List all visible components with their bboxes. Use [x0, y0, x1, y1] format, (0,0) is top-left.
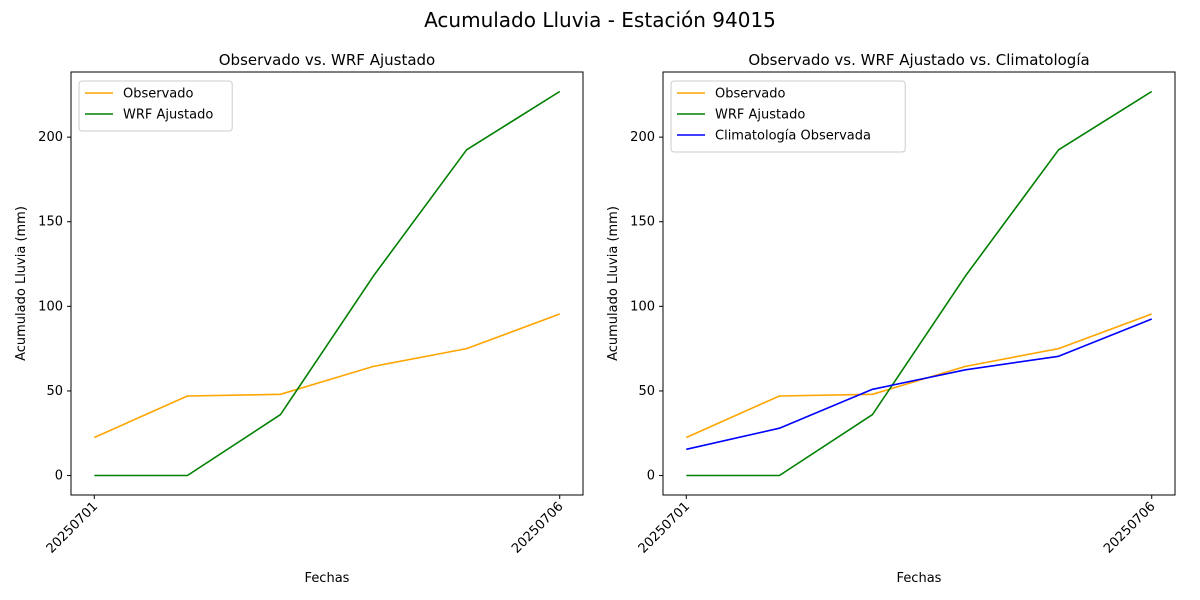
chart2-series-line-wrf-ajustado — [686, 90, 1153, 477]
chart2-ytick-label: 200 — [630, 130, 655, 145]
chart2-legend-label: Observado — [715, 87, 786, 102]
chart1-ytick-label: 200 — [38, 130, 63, 145]
chart1-ytick-label: 100 — [38, 299, 63, 314]
chart2-ytick-label: 0 — [647, 469, 655, 484]
chart1-ylabel: Acumulado Lluvia (mm) — [14, 206, 29, 361]
chart2-ytick-label: 150 — [630, 215, 655, 230]
chart1-axes-frame — [70, 71, 584, 496]
chart2-ytick-label: 50 — [638, 384, 655, 399]
chart2-series-line-observado — [685, 313, 1152, 439]
chart2-axes-frame — [662, 71, 1176, 496]
chart2-xlabel: Fechas — [897, 571, 942, 586]
chart1-series-line-observado — [93, 313, 560, 439]
chart2-legend-label: WRF Ajustado — [715, 108, 805, 123]
chart2-xtick-label: 20250701 — [636, 499, 693, 556]
chart2-legend-box — [670, 80, 906, 153]
chart2-series-line-climatolog-a-observada — [686, 318, 1152, 451]
chart1-series-line-wrf-ajustado — [94, 90, 561, 477]
chart1-ytick-label: 0 — [55, 469, 63, 484]
chart1-ytick-label: 50 — [46, 384, 63, 399]
chart1-legend-label: Observado — [123, 87, 194, 102]
chart2-ylabel: Acumulado Lluvia (mm) — [606, 206, 621, 361]
chart2-title: Observado vs. WRF Ajustado vs. Climatolo… — [748, 51, 1089, 69]
chart2-ytick-label: 100 — [630, 299, 655, 314]
chart1-legend-box — [78, 80, 233, 132]
chart1-title: Observado vs. WRF Ajustado — [219, 51, 435, 69]
figure-suptitle: Acumulado Lluvia - Estación 94015 — [424, 8, 776, 32]
chart1-xtick-label: 20250701 — [44, 499, 101, 556]
chart1-xtick-label: 20250706 — [509, 499, 566, 556]
chart1-legend-label: WRF Ajustado — [123, 108, 213, 123]
chart2-xtick-label: 20250706 — [1101, 499, 1158, 556]
chart2-legend-label: Climatología Observada — [715, 129, 871, 144]
chart1-xlabel: Fechas — [305, 571, 350, 586]
chart1-ytick-label: 150 — [38, 215, 63, 230]
